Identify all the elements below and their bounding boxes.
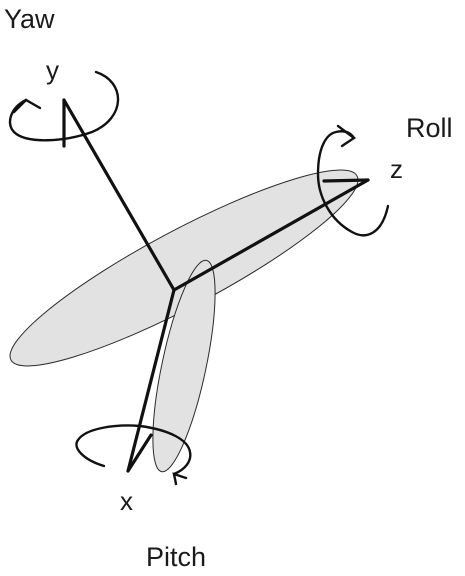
y-axis-label: y xyxy=(46,55,59,85)
z-axis-label: z xyxy=(390,154,403,184)
wing-shape xyxy=(152,259,216,473)
roll-rotation-icon xyxy=(316,124,390,237)
x-axis-tip xyxy=(126,433,153,473)
pitch-rotation-icon xyxy=(75,424,192,486)
yaw-rotation-icon xyxy=(8,70,120,142)
x-axis-label: x xyxy=(120,486,133,516)
x-axis-line xyxy=(126,288,176,473)
y-axis-line xyxy=(62,98,176,292)
yaw-label: Yaw xyxy=(4,4,55,34)
z-axis-line xyxy=(172,178,370,292)
pitch-label: Pitch xyxy=(146,542,206,572)
roll-label: Roll xyxy=(406,113,453,143)
z-axis-tip xyxy=(322,178,370,183)
